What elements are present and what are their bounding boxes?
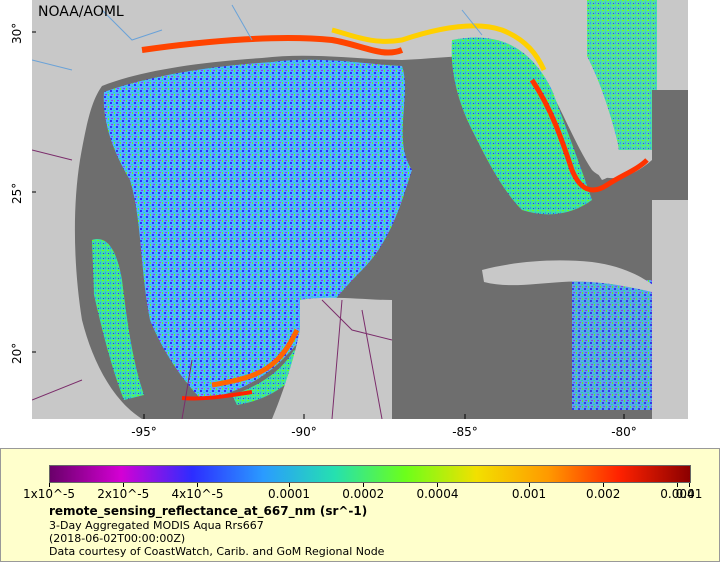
colorbar-tick-mark: [123, 483, 125, 487]
map-frame: [32, 0, 688, 419]
caribbean-field: [572, 280, 652, 410]
colorbar-tick-label: 2x10^-5: [97, 487, 150, 501]
lon-tick-90: -90°: [291, 425, 317, 439]
country-borders: [32, 149, 393, 419]
colorbar-tick-label: 4x10^-5: [171, 487, 224, 501]
credit-line: Data courtesy of CoastWatch, Carib. and …: [49, 545, 385, 558]
northern-coast-turbid: [141, 35, 404, 56]
map-canvas: [32, 0, 688, 419]
colorbar-tick-label: 0.004: [660, 487, 695, 501]
florida-coast-turbid: [529, 78, 649, 193]
lat-tick-25: 25°: [10, 182, 24, 204]
colorbar-tick-mark: [363, 483, 365, 487]
lon-tick-80: -80°: [611, 425, 637, 439]
lon-tick-95: -95°: [131, 425, 157, 439]
mexico-shelf-field: [92, 239, 144, 400]
legend-panel: 1x10^-5 2x10^-5 4x10^-5 0.0001 0.0002 0.0004 0…: [0, 448, 720, 562]
agency-label: NOAA/AOML: [38, 4, 124, 20]
variable-title: remote_sensing_reflectance_at_667_nm (sr…: [49, 504, 368, 518]
colorbar-tick-mark: [689, 483, 690, 487]
florida-land: [564, 40, 619, 180]
colorbar-tick-label: 0.0004: [416, 487, 459, 501]
florida-shelf-field: [451, 37, 592, 215]
northern-coast-turbid-yellow: [331, 23, 547, 72]
colorbar-tick-label: 0.01: [675, 487, 703, 501]
colorbar-tick-mark: [437, 483, 439, 487]
colorbar-tick-label: 0.001: [511, 487, 547, 501]
dataset-line: 3-Day Aggregated MODIS Aqua Rrs667: [49, 519, 264, 532]
colorbar: [49, 465, 691, 483]
gulf-reflectance-field: [103, 59, 413, 400]
rivers: [32, 4, 483, 71]
campeche-coast-turbid: [181, 390, 253, 401]
colorbar-tick-mark: [529, 483, 530, 487]
colorbar-tick-mark: [49, 483, 50, 487]
bahamas-nodata: [652, 90, 688, 200]
colorbar-tick-mark: [289, 483, 290, 487]
cuba-land: [482, 260, 657, 292]
colorbar-tick-label: 1x10^-5: [22, 487, 76, 501]
time-line: (2018-06-02T00:00:00Z): [49, 532, 186, 545]
yucatan-coast-turbid: [211, 328, 300, 388]
colorbar-tick-label: 0.0002: [342, 487, 385, 501]
colorbar-tick-label: 0.0001: [268, 487, 310, 501]
lon-tick-85: -85°: [452, 425, 478, 439]
colorbar-tick-mark: [197, 483, 199, 487]
yucatan-land: [272, 297, 392, 419]
colorbar-tick-mark: [677, 483, 679, 487]
colorbar-tick-label: 0.002: [586, 487, 621, 501]
lat-tick-30: 30°: [10, 22, 24, 44]
lat-tick-20: 20°: [10, 342, 24, 364]
colorbar-tick-mark: [603, 483, 605, 487]
map-tickmarks: [32, 31, 625, 419]
